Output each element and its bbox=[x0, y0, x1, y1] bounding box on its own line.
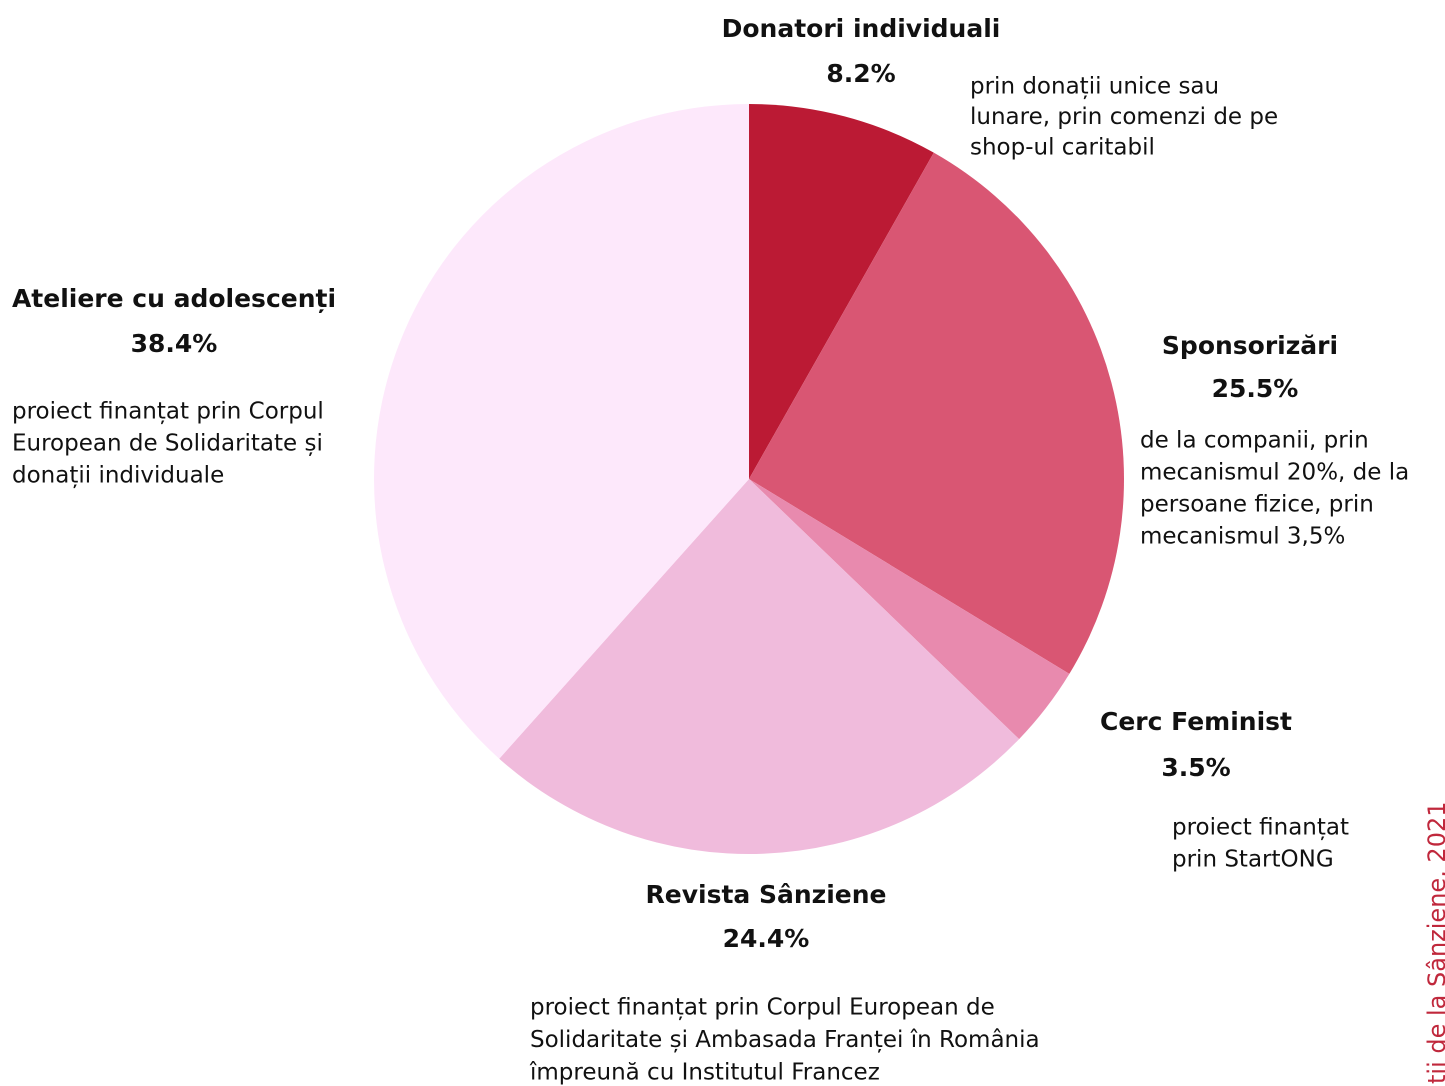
slice-title: Revista Sânziene bbox=[646, 880, 887, 909]
value-label: 3.5% bbox=[1161, 753, 1230, 782]
pie-slice bbox=[499, 479, 1020, 854]
slice-description: mecanismul 20%, de la bbox=[1140, 460, 1409, 486]
pie-slice bbox=[749, 104, 934, 479]
slice-description: shop-ul caritabil bbox=[970, 135, 1155, 161]
pie-slice bbox=[749, 479, 1070, 740]
slice-description: de la companii, prin bbox=[1140, 428, 1369, 454]
slice-title: Sponsorizări bbox=[1162, 331, 1338, 360]
pie-slice bbox=[374, 103, 749, 759]
slice-description: împreună cu Institutul Francez bbox=[529, 1060, 880, 1086]
slice-description: proiect finanțat prin Corpul European de bbox=[530, 995, 995, 1021]
slice-description: lunare, prin comenzi de pe bbox=[970, 104, 1278, 130]
slice-description: prin donații unice sau bbox=[970, 74, 1219, 100]
slice-description: European de Solidaritate și bbox=[12, 431, 323, 457]
slice-title: Donatori individuali bbox=[722, 14, 1001, 43]
value-label: 8.2% bbox=[826, 59, 895, 88]
value-label: 25.5% bbox=[1212, 374, 1299, 403]
slice-description: mecanismul 3,5% bbox=[1140, 524, 1345, 550]
slice-description: persoane fizice, prin bbox=[1140, 492, 1374, 518]
credit: ții de la Sânziene, 2021 bbox=[1423, 801, 1445, 1084]
slice-description: proiect finanțat prin Corpul bbox=[12, 399, 324, 425]
slice-description: prin StartONG bbox=[1172, 847, 1334, 873]
pie-slice bbox=[749, 152, 1124, 674]
slice-title: Ateliere cu adolescenți bbox=[12, 284, 336, 313]
slice-description: donații individuale bbox=[12, 463, 224, 489]
value-label: 38.4% bbox=[131, 329, 218, 358]
slice-description: proiect finanțat bbox=[1172, 815, 1349, 841]
slice-description: Solidaritate și Ambasada Franței în Româ… bbox=[530, 1027, 1040, 1053]
value-label: 24.4% bbox=[723, 924, 810, 953]
slice-title: Cerc Feminist bbox=[1100, 707, 1292, 736]
